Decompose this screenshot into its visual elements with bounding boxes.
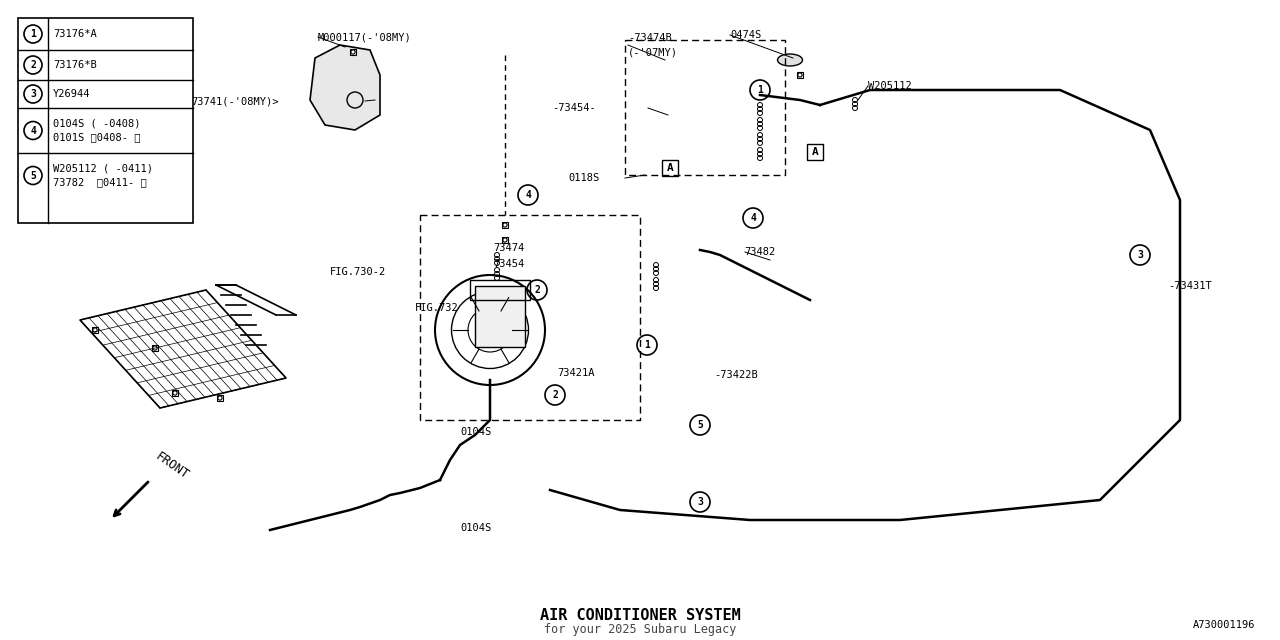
- Text: 2: 2: [552, 390, 558, 400]
- Text: 73782  〈0411- 〉: 73782 〈0411- 〉: [52, 177, 147, 188]
- Text: 5: 5: [698, 420, 703, 430]
- Bar: [218, 395, 223, 401]
- Bar: [172, 390, 178, 396]
- Circle shape: [152, 346, 157, 350]
- Text: 0104S: 0104S: [460, 427, 492, 437]
- Bar: [92, 327, 99, 333]
- Bar: [502, 222, 508, 228]
- Text: A730001196: A730001196: [1193, 620, 1254, 630]
- Bar: [349, 49, 356, 55]
- Text: FIG.732: FIG.732: [415, 303, 458, 313]
- Text: 73482: 73482: [744, 247, 776, 257]
- Text: FRONT: FRONT: [154, 450, 191, 482]
- Circle shape: [93, 328, 97, 332]
- Text: AIR CONDITIONER SYSTEM: AIR CONDITIONER SYSTEM: [540, 607, 740, 623]
- Text: 1: 1: [29, 29, 36, 39]
- Text: 1: 1: [756, 85, 763, 95]
- Text: 4: 4: [525, 190, 531, 200]
- Text: A: A: [812, 147, 818, 157]
- Text: 4: 4: [29, 125, 36, 136]
- Text: 4: 4: [750, 213, 756, 223]
- Text: W205112 ( -0411): W205112 ( -0411): [52, 163, 154, 173]
- Text: FIG.730-2: FIG.730-2: [330, 267, 387, 277]
- Text: M000117(-'08MY): M000117(-'08MY): [317, 32, 412, 42]
- Text: -73474B: -73474B: [628, 33, 672, 43]
- Ellipse shape: [777, 54, 803, 66]
- Text: 73421A: 73421A: [558, 368, 595, 378]
- Text: 73176*A: 73176*A: [52, 29, 97, 39]
- Circle shape: [503, 223, 507, 227]
- Polygon shape: [310, 45, 380, 130]
- Circle shape: [503, 238, 507, 242]
- Bar: [475, 286, 525, 346]
- Circle shape: [351, 50, 355, 54]
- Circle shape: [797, 73, 803, 77]
- Text: 0474S: 0474S: [730, 30, 762, 40]
- Circle shape: [218, 396, 223, 400]
- Text: 2: 2: [29, 60, 36, 70]
- Text: 3: 3: [29, 89, 36, 99]
- Bar: [797, 72, 803, 78]
- Text: for your 2025 Subaru Legacy: for your 2025 Subaru Legacy: [544, 623, 736, 637]
- Text: 0104S ( -0408): 0104S ( -0408): [52, 118, 141, 129]
- Text: 0104S: 0104S: [460, 523, 492, 533]
- Text: 73176*B: 73176*B: [52, 60, 97, 70]
- Circle shape: [173, 391, 177, 395]
- Text: 73454: 73454: [494, 259, 525, 269]
- Text: W205112: W205112: [868, 81, 911, 91]
- Text: 3: 3: [698, 497, 703, 507]
- Bar: [152, 345, 157, 351]
- Text: Y26944: Y26944: [52, 89, 91, 99]
- Text: (-'07MY): (-'07MY): [628, 47, 678, 57]
- Bar: [502, 237, 508, 243]
- Text: 73474: 73474: [494, 243, 525, 253]
- Text: 3: 3: [1137, 250, 1143, 260]
- Bar: [18, 18, 193, 223]
- Text: 1: 1: [644, 340, 650, 350]
- Text: 0101S 〈0408- 〉: 0101S 〈0408- 〉: [52, 132, 141, 143]
- Text: -73422B: -73422B: [714, 370, 758, 380]
- Text: 5: 5: [29, 170, 36, 180]
- Text: -73431T: -73431T: [1169, 281, 1212, 291]
- Text: 0118S: 0118S: [568, 173, 600, 183]
- Text: -73454-: -73454-: [552, 103, 596, 113]
- Text: 73741(-'08MY)>: 73741(-'08MY)>: [192, 96, 279, 106]
- Text: A: A: [667, 163, 673, 173]
- Text: 2: 2: [534, 285, 540, 295]
